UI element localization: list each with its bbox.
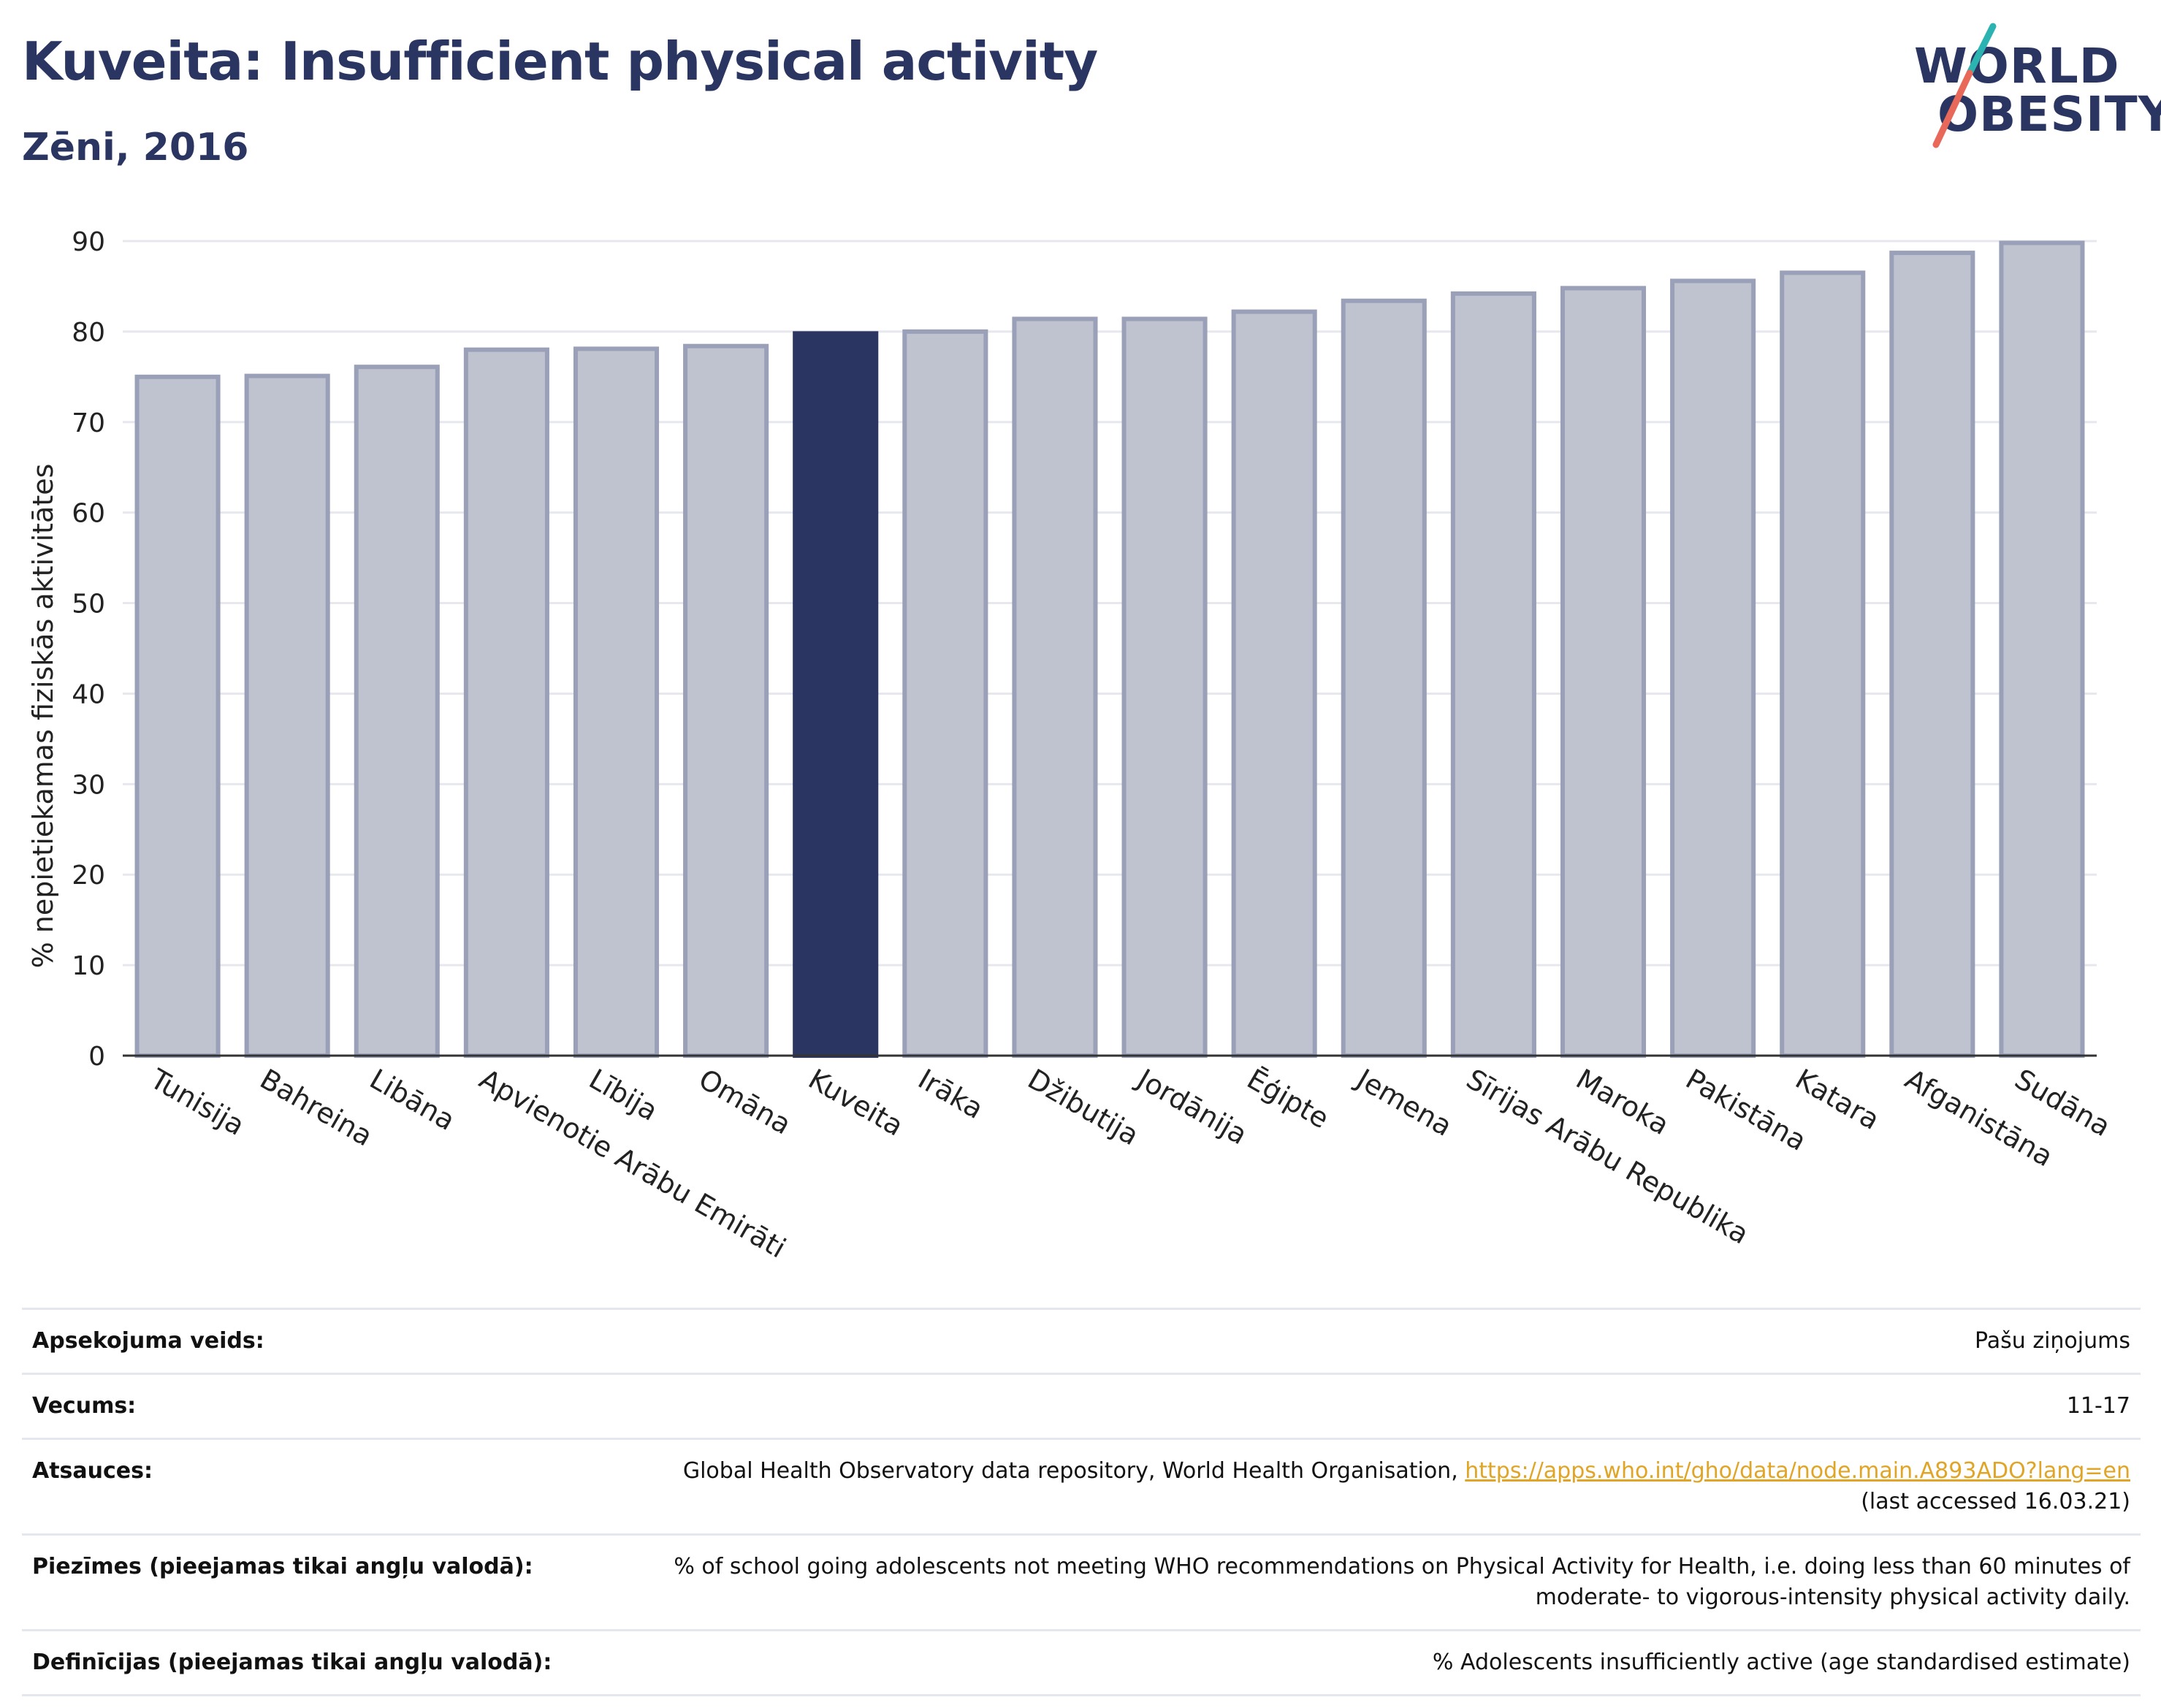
bar-afganistāna [1889,251,1975,1058]
y-tick-label: 10 [72,951,105,981]
y-tick-label: 0 [88,1042,105,1072]
y-tick-label: 50 [72,590,105,619]
logo-slash-icon [1932,23,1997,148]
chart-subtitle: Zēni, 2016 [22,126,249,169]
bar-irāka [902,329,988,1058]
info-value: % Adolescents insufficiently active (age… [598,1629,2141,1696]
info-key: Atsauces: [22,1438,598,1536]
bar-libāna [354,365,440,1058]
y-tick-labels: 0 10 20 30 40 50 60 70 80 90 [72,227,105,1072]
x-tick-label: Džibutija [1022,1063,1144,1152]
info-row-references: Atsauces: Global Health Observatory data… [22,1438,2141,1536]
info-value: 11-17 [598,1373,2141,1440]
bar-apvienotie-arābu-emirāti [463,347,549,1058]
bars [134,240,2085,1059]
bar-džibutija [1012,316,1098,1058]
x-tick-label: Libāna [365,1063,461,1137]
source-link[interactable]: https://apps.who.int/gho/data/node.main.… [1465,1458,2130,1484]
bar-katara [1780,270,1866,1059]
x-tick-label: Ēģipte [1242,1063,1335,1135]
x-tick-label: Bahreina [255,1063,378,1153]
x-tick-label: Kuveita [803,1063,909,1143]
bar-jordānija [1121,316,1208,1058]
bar-chart: 0 10 20 30 40 50 60 70 80 90 Tunisija BahreinaLibā… [27,227,2116,1265]
y-tick-label: 40 [72,679,105,709]
info-row-definitions: Definīcijas (pieejamas tikai angļu valod… [22,1629,2141,1696]
y-tick-label: 80 [72,318,105,348]
bar-tunisija [134,374,221,1058]
bar-sudāna [1999,240,2085,1058]
info-row-age: Vecums: 11-17 [22,1373,2141,1440]
y-tick-label: 60 [72,499,105,529]
y-axis-label: % nepietiekamas fiziskās aktivitātes [27,464,59,969]
info-value-cell: Global Health Observatory data repositor… [598,1438,2141,1536]
bar-bahreina [244,373,330,1058]
x-tick-label: Jordānija [1131,1062,1253,1151]
logo-line-world: WORLD [1914,38,2120,94]
info-value-cell: % of school going adolescents not meetin… [598,1533,2141,1631]
info-key: Vecums: [22,1373,598,1440]
info-value: % of school going adolescents not meetin… [674,1554,2130,1579]
bar-sīrijas-arābu-republika [1450,291,1536,1058]
y-tick-label: 90 [72,227,105,257]
x-tick-label: Irāka [912,1063,988,1125]
bar-maroka [1560,286,1647,1058]
y-tick-label: 70 [72,408,105,438]
x-tick-label: Lībija [584,1063,663,1127]
bar-jemena [1341,298,1427,1058]
info-value-accessed: (last accessed 16.03.21) [1861,1489,2130,1514]
x-tick-label: Pakistāna [1680,1063,1812,1157]
info-key: Apsekojuma veids: [22,1308,598,1375]
x-tick-label: Jemena [1350,1062,1457,1143]
bar-pakistāna [1670,278,1756,1058]
x-tick-label: Tunisija [145,1062,250,1142]
bar-ēģipte [1231,309,1317,1058]
info-row-survey-type: Apsekojuma veids: Pašu ziņojums [22,1308,2141,1375]
logo-line-obesity: OBESITY [1937,86,2161,142]
info-value: Pašu ziņojums [598,1308,2141,1375]
world-obesity-logo: WORLD OBESITY [1907,20,2161,152]
info-key: Definīcijas (pieejamas tikai angļu valod… [22,1629,598,1696]
x-tick-label: Omāna [693,1063,796,1141]
bar-kuveita [793,331,879,1059]
info-table: Apsekojuma veids: Pašu ziņojums Vecums: … [22,1308,2141,1696]
info-row-notes: Piezīmes (pieejamas tikai angļu valodā):… [22,1533,2141,1631]
info-value: Global Health Observatory data repositor… [682,1458,1466,1484]
info-value-continued: moderate- to vigorous-intensity physical… [1535,1585,2130,1610]
info-key: Piezīmes (pieejamas tikai angļu valodā): [22,1533,598,1631]
y-tick-label: 30 [72,770,105,800]
chart-title: Kuveita: Insufficient physical activity [22,31,1098,92]
bar-lībija [573,346,660,1058]
y-tick-label: 20 [72,861,105,891]
bar-omāna [683,343,769,1058]
